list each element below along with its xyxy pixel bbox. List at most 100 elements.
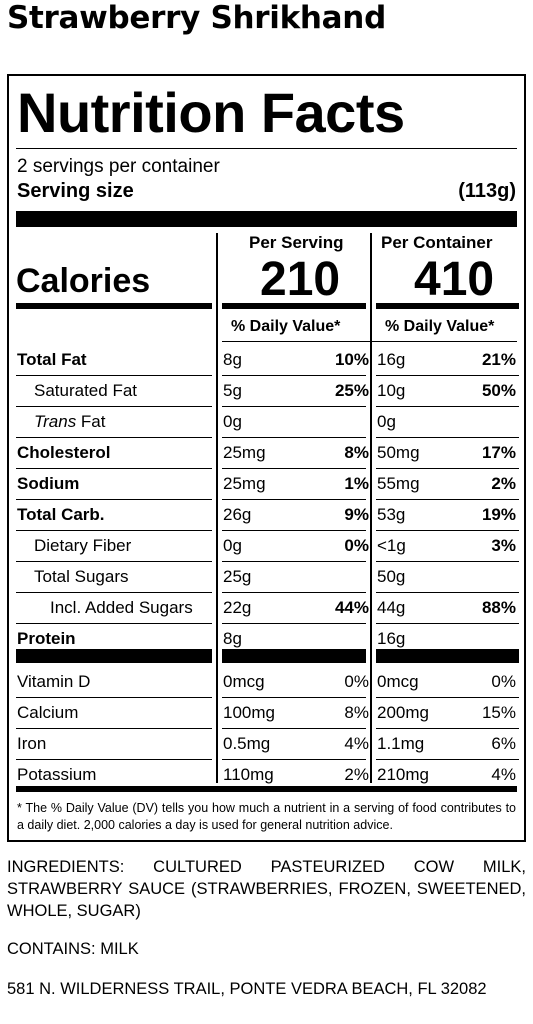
- amount-per-serving: 0.5mg: [223, 734, 271, 753]
- row-divider: [16, 759, 212, 760]
- row-divider: [16, 375, 212, 376]
- amount-per-serving: 22g: [223, 598, 252, 617]
- row-divider: [222, 406, 366, 407]
- nutrient-name: Trans Fat: [34, 412, 106, 432]
- row-divider: [222, 592, 366, 593]
- row-divider: [222, 375, 366, 376]
- col-header-per-serving: Per Serving: [249, 233, 344, 252]
- vitamin-row: Vitamin D 0mcg 0% 0mcg 0%: [9, 667, 524, 698]
- row-divider: [376, 592, 519, 593]
- calories-per-serving: 210: [260, 253, 341, 306]
- dv-per-serving: 1%: [344, 474, 369, 493]
- vitamin-row: Potassium 110mg 2% 210mg 4%: [9, 760, 524, 791]
- row-divider: [222, 468, 366, 469]
- dv-per-container: 19%: [481, 505, 516, 524]
- row-divider: [16, 437, 212, 438]
- dv-per-container: 50%: [481, 381, 516, 400]
- row-divider: [16, 592, 212, 593]
- footnote-divider: [16, 786, 517, 792]
- dv-per-serving: 0%: [344, 536, 369, 555]
- nutrient-name: Total Sugars: [34, 567, 129, 586]
- calories-per-container: 410: [414, 253, 495, 306]
- amount-per-serving: 5g: [223, 381, 242, 400]
- dv-per-serving: 0%: [344, 672, 369, 691]
- nutrient-name: Total Fat: [17, 350, 87, 369]
- row-divider: [16, 406, 212, 407]
- row-divider: [376, 375, 519, 376]
- nutrient-row: Total Fat 8g 10% 16g 21%: [9, 345, 524, 376]
- row-divider: [222, 530, 366, 531]
- col-header-per-container: Per Container: [381, 233, 493, 252]
- dv-per-container: 17%: [481, 443, 516, 462]
- dv-per-container: 6%: [491, 734, 516, 753]
- nutrient-row: Dietary Fiber 0g 0% <1g 3%: [9, 531, 524, 562]
- row-divider: [16, 728, 212, 729]
- row-divider: [376, 697, 519, 698]
- vitamin-name: Vitamin D: [17, 672, 91, 691]
- dv-header-per-serving: % Daily Value*: [231, 318, 341, 335]
- nutrient-name: Protein: [17, 629, 76, 648]
- row-divider: [376, 623, 519, 624]
- amount-per-serving: 100mg: [223, 703, 275, 722]
- nutrient-row: Protein 8g 16g: [9, 624, 524, 655]
- dv-per-serving: 4%: [344, 734, 369, 753]
- nutrient-name: Incl. Added Sugars: [50, 598, 193, 617]
- row-divider: [222, 728, 366, 729]
- row-divider: [16, 697, 212, 698]
- amount-per-serving: 25mg: [223, 443, 266, 462]
- amount-per-container: 210mg: [377, 765, 429, 784]
- nutrient-row: Saturated Fat 5g 25% 10g 50%: [9, 376, 524, 407]
- row-divider: [16, 530, 212, 531]
- vitamin-row: Calcium 100mg 8% 200mg 15%: [9, 698, 524, 729]
- nutrient-name: Total Carb.: [17, 505, 105, 524]
- dv-per-container: 2%: [491, 474, 516, 493]
- nutrient-row: Cholesterol 25mg 8% 50mg 17%: [9, 438, 524, 469]
- row-divider: [16, 499, 212, 500]
- dv-per-container: 0%: [491, 672, 516, 691]
- vitamin-name: Iron: [17, 734, 47, 753]
- amount-per-container: 1.1mg: [377, 734, 425, 753]
- nutrient-name-rest: Fat: [76, 412, 106, 431]
- amount-per-container: 50g: [377, 567, 406, 586]
- product-title: Strawberry Shrikhand: [7, 0, 386, 36]
- row-divider: [222, 697, 366, 698]
- servings-per-container: 2 servings per container: [17, 156, 220, 177]
- row-divider: [376, 561, 519, 562]
- vitamin-row: Iron 0.5mg 4% 1.1mg 6%: [9, 729, 524, 760]
- calories-bar-3: [376, 303, 519, 309]
- amount-per-serving: 0mcg: [223, 672, 265, 691]
- amount-per-serving: 0g: [223, 536, 242, 555]
- row-divider: [376, 759, 519, 760]
- amount-per-container: 55mg: [377, 474, 420, 493]
- nutrient-row: Incl. Added Sugars 22g 44% 44g 88%: [9, 593, 524, 624]
- column-divider-left: [216, 233, 218, 783]
- nutrient-name: Saturated Fat: [34, 381, 138, 400]
- nutrient-name-italic: Trans: [34, 412, 77, 431]
- nutrient-row: Trans Fat 0g 0g: [9, 407, 524, 438]
- calories-bar-2: [222, 303, 366, 309]
- row-divider: [376, 728, 519, 729]
- nutrient-row: Total Sugars 25g 50g: [9, 562, 524, 593]
- contains: CONTAINS: MILK: [7, 940, 139, 958]
- amount-per-serving: 0g: [223, 412, 242, 431]
- calories-label: Calories: [16, 262, 151, 300]
- amount-per-serving: 25g: [223, 567, 252, 586]
- row-divider: [376, 530, 519, 531]
- amount-per-container: 53g: [377, 505, 406, 524]
- row-divider: [222, 623, 366, 624]
- column-divider-right: [370, 233, 372, 783]
- dv-per-container: 4%: [491, 765, 516, 784]
- vitamin-name: Calcium: [17, 703, 79, 722]
- dv-per-serving: 2%: [344, 765, 369, 784]
- ingredients: INGREDIENTS: CULTURED PASTEURIZED COW MI…: [7, 858, 526, 920]
- nutrition-facts-panel: Nutrition Facts 2 servings per container…: [7, 74, 526, 842]
- row-divider: [16, 623, 212, 624]
- row-divider: [16, 468, 212, 469]
- amount-per-container: 10g: [377, 381, 406, 400]
- row-divider: [376, 437, 519, 438]
- dv-per-container: 3%: [491, 536, 516, 555]
- amount-per-serving: 110mg: [223, 765, 274, 784]
- dv-per-serving: 10%: [334, 350, 369, 369]
- nutrient-name: Dietary Fiber: [34, 536, 132, 555]
- dv-header-per-container: % Daily Value*: [385, 318, 495, 335]
